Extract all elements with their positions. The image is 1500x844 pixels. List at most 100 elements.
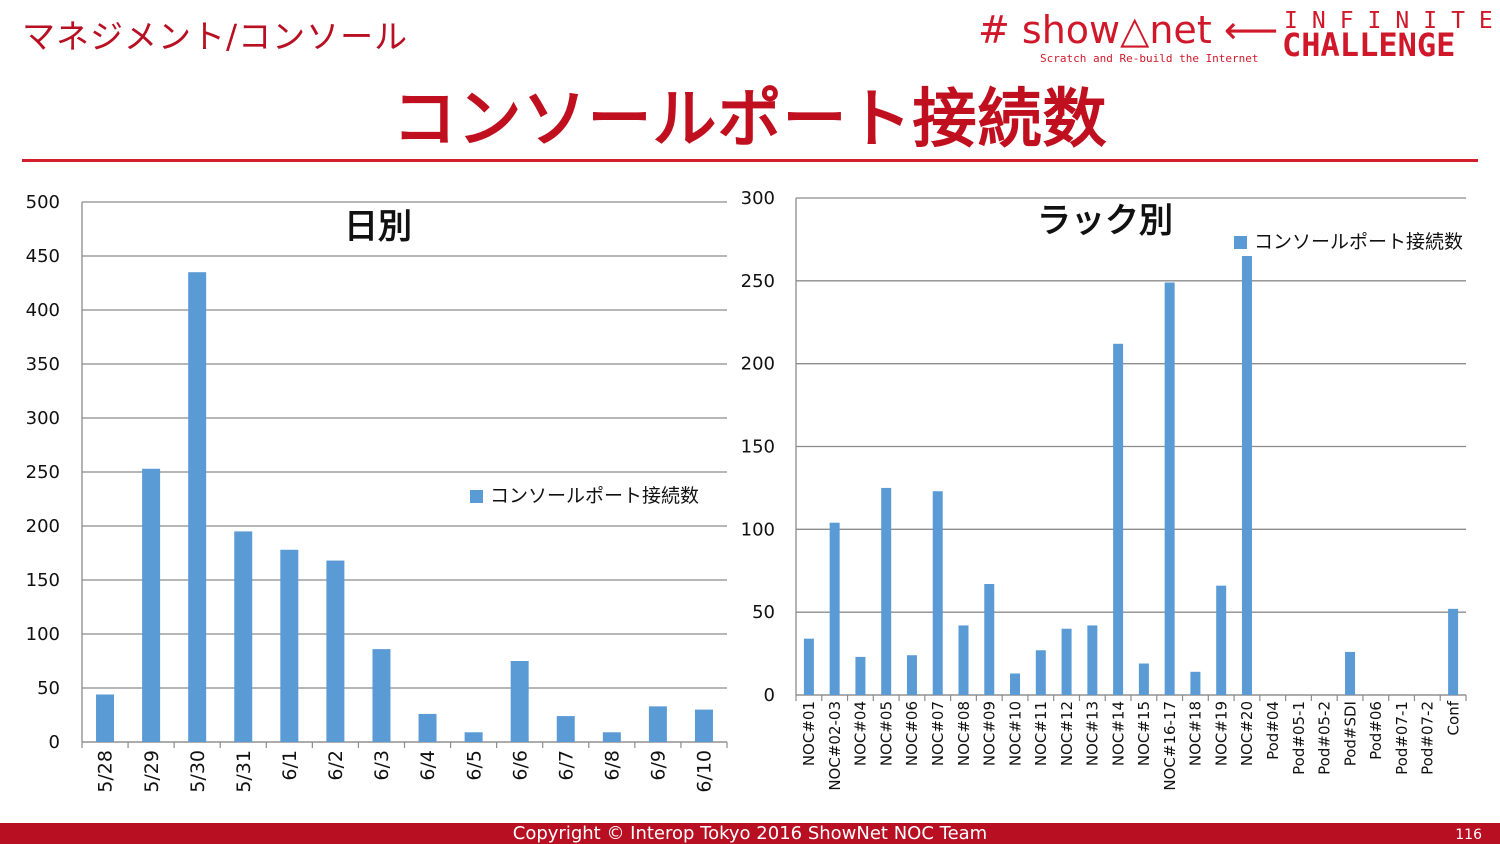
x-category-label: NOC#20 [1238,701,1256,766]
bar [1035,650,1046,695]
bar [881,487,892,695]
x-category-label: NOC#04 [852,701,870,766]
y-tick-label: 450 [26,246,60,267]
x-category-label: NOC#02-03 [826,701,844,791]
y-tick-label: 500 [26,192,60,213]
bar [1164,282,1175,695]
x-category-label: 6/3 [371,750,393,781]
x-category-label: NOC#06 [903,701,921,766]
bar [694,709,713,742]
x-category-label: NOC#18 [1187,701,1205,766]
x-category-label: 6/10 [694,750,716,793]
x-category-label: NOC#11 [1032,701,1050,766]
y-tick-label: 50 [752,602,775,623]
chart-1: 0 50 100 150 200 250 300 350 400 450 500 5/28 5/29 5/… [26,192,728,793]
bar [142,468,161,742]
x-category-label: 5/28 [95,750,117,793]
y-tick-label: 250 [741,271,775,292]
bar [855,656,866,695]
bar [932,491,943,695]
bar [234,531,253,742]
bar [556,716,575,742]
y-tick-label: 0 [49,732,60,753]
x-category-label: Pod#05-1 [1290,701,1308,775]
x-category-label: NOC#01 [800,701,818,766]
y-tick-label: 250 [26,462,60,483]
x-category-label: NOC#08 [955,701,973,766]
x-category-label: 5/31 [233,750,255,793]
page-title: コンソールポート接続数 [392,83,1108,157]
bar [1241,255,1252,695]
x-category-label: NOC#09 [981,701,999,766]
bar [906,655,917,695]
x-category-label: NOC#14 [1109,701,1127,766]
x-category-label: NOC#12 [1058,701,1076,766]
x-category-label: NOC#07 [929,701,947,766]
chart-2: 0 50 100 150 200 250 300 NOC#01 NOC#02-03 NOC#04 N… [741,188,1467,791]
x-category-label: Pod#05-2 [1316,701,1334,775]
x-category-label: Pod#07-1 [1393,701,1411,775]
bar [648,706,667,742]
infinite-logo-text: INFINITE [1284,8,1500,34]
bar [829,522,840,695]
bar [372,649,391,742]
shownet-tagline: Scratch and Re-build the Internet [1040,52,1259,65]
bar [1216,585,1227,695]
bar [1190,671,1201,695]
x-category-label: 6/7 [555,750,577,781]
x-category-label: NOC#15 [1135,701,1153,766]
x-category-label: 6/2 [325,750,347,781]
legend-label: コンソールポート接続数 [490,485,699,507]
bar [958,625,969,695]
y-tick-label: 300 [741,188,775,209]
x-category-label: NOC#13 [1084,701,1102,766]
x-category-label: Pod#04 [1264,701,1282,760]
y-tick-label: 50 [37,678,60,699]
chart-title: ラック別 [1037,201,1173,241]
y-tick-label: 350 [26,354,60,375]
y-tick-label: 150 [26,570,60,591]
bar [1087,625,1098,695]
x-category-label: 5/29 [141,750,163,793]
y-tick-label: 200 [741,354,775,375]
x-category-label: 6/9 [648,750,670,781]
bar [602,732,621,742]
bar [1061,628,1072,695]
chart-title: 日別 [344,207,412,247]
footer-bar [0,823,1500,844]
x-category-label: Pod#SDI [1341,701,1359,766]
bar [96,694,115,742]
bar [1345,651,1356,695]
x-category-label: 6/4 [417,750,439,781]
x-category-label: Pod#07-2 [1419,701,1437,775]
x-category-label: 6/8 [601,750,623,781]
title-divider [22,159,1478,162]
bar [188,272,207,742]
x-category-label: Conf [1444,700,1462,735]
y-tick-label: 100 [26,624,60,645]
breadcrumb: マネジメント/コンソール [22,17,409,56]
challenge-logo-text: CHALLENGE [1282,26,1456,64]
bar [1010,673,1021,695]
x-category-label: 6/6 [509,750,531,781]
bar [1448,608,1459,695]
bar [803,638,814,695]
copyright-text: Copyright © Interop Tokyo 2016 ShowNet N… [512,823,988,844]
legend-label: コンソールポート接続数 [1254,231,1463,253]
y-tick-label: 150 [741,437,775,458]
legend-swatch [470,490,483,503]
shownet-logo: # show△net ⟵ [978,8,1279,52]
bar [464,732,483,742]
x-category-label: 6/5 [463,750,485,781]
x-category-label: 6/1 [279,750,301,781]
x-category-label: 5/30 [187,750,209,793]
bar [280,549,299,742]
x-category-label: NOC#16-17 [1161,701,1179,791]
y-tick-label: 400 [26,300,60,321]
bar [1138,663,1149,695]
x-category-label: NOC#19 [1212,701,1230,766]
x-category-label: Pod#06 [1367,701,1385,760]
legend-swatch [1234,236,1247,249]
bar [984,584,995,695]
